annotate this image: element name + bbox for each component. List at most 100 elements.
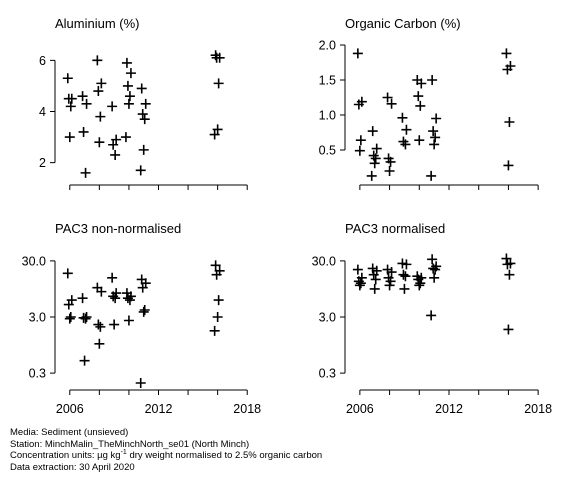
data-point <box>62 73 73 84</box>
data-point <box>123 315 134 326</box>
data-point <box>415 100 426 111</box>
data-point <box>210 260 221 271</box>
y-tick-label: 3.0 <box>319 311 336 325</box>
data-point <box>137 109 148 120</box>
data-point <box>426 170 437 181</box>
x-tick-label: 2018 <box>233 402 261 416</box>
data-point <box>427 254 438 265</box>
data-point <box>140 98 151 109</box>
data-point <box>65 101 76 112</box>
data-point <box>95 111 106 122</box>
data-point <box>78 312 89 323</box>
data-point <box>64 313 75 324</box>
y-tick-label: 30.0 <box>312 254 336 268</box>
x-tick-label: 2012 <box>145 402 173 416</box>
data-point <box>123 98 134 109</box>
data-point <box>399 283 410 294</box>
data-point <box>384 280 395 291</box>
data-point <box>385 156 396 167</box>
data-point <box>430 132 441 143</box>
data-point <box>92 55 103 66</box>
data-point <box>209 129 220 140</box>
data-point <box>386 98 397 109</box>
data-point <box>125 68 136 79</box>
data-point <box>504 269 515 280</box>
data-point <box>109 319 120 330</box>
data-point <box>354 145 365 156</box>
data-point <box>386 267 397 278</box>
data-point <box>431 113 442 124</box>
footer-units-sup: -1 <box>120 448 127 456</box>
data-point <box>355 278 366 289</box>
panel-title: PAC3 normalised <box>345 221 445 236</box>
panel-pac3-non-normalised: PAC3 non-normalised 0.3 3.0 30.0 2006 2012 201… <box>22 221 262 416</box>
data-point <box>503 160 514 171</box>
data-point <box>384 166 395 176</box>
data-point <box>428 263 439 274</box>
data-point <box>63 299 74 310</box>
data-point <box>503 324 514 335</box>
data-point <box>401 259 412 270</box>
footer-extraction: Data extraction: 30 April 2020 <box>10 461 135 473</box>
panel-title: PAC3 non-normalised <box>55 221 181 236</box>
data-point <box>211 269 222 280</box>
data-point <box>370 153 381 164</box>
data-point <box>427 75 438 85</box>
data-point <box>430 264 441 275</box>
data-point <box>213 295 224 306</box>
data-point <box>415 278 426 289</box>
y-tick-label: 1.5 <box>319 74 336 88</box>
data-point <box>369 158 380 169</box>
footer-units-prefix: Concentration units: µg kg <box>10 450 121 461</box>
data-point <box>80 167 91 178</box>
data-point <box>369 283 380 294</box>
data-point <box>501 48 512 59</box>
panel-pac3-normalised: PAC3 normalised 0.3 3.0 30.0 2006 2012 2018 <box>312 221 552 416</box>
panel-title: Organic Carbon (%) <box>345 16 461 31</box>
data-point <box>135 165 146 176</box>
panel-aluminium: Aluminium (%) 2 4 6 <box>39 16 248 190</box>
data-point <box>355 135 366 146</box>
data-point <box>96 286 107 297</box>
data-point <box>77 91 88 102</box>
data-point <box>400 271 411 282</box>
data-point <box>138 306 149 317</box>
data-point <box>81 98 92 109</box>
data-point <box>124 91 135 102</box>
data-point <box>414 280 425 291</box>
data-point <box>212 124 223 135</box>
x-tick-label: 2012 <box>435 402 463 416</box>
data-point <box>502 259 513 270</box>
data-point <box>107 272 118 283</box>
data-point <box>110 149 121 160</box>
data-point <box>62 268 73 279</box>
data-point <box>95 321 106 332</box>
y-tick-label: 0.3 <box>29 367 46 381</box>
data-point <box>121 57 132 68</box>
y-tick-label: 0.5 <box>319 144 336 158</box>
x-tick-label: 2006 <box>346 402 374 416</box>
data-point <box>413 91 424 102</box>
data-point <box>428 126 439 137</box>
data-point <box>136 83 147 94</box>
y-tick-label: 2.0 <box>319 39 336 53</box>
data-point <box>212 312 223 322</box>
data-point <box>93 86 104 97</box>
data-point <box>108 139 119 150</box>
data-point <box>135 378 146 388</box>
data-point <box>94 338 105 349</box>
data-point <box>139 304 150 315</box>
data-point <box>77 293 88 304</box>
data-point <box>213 78 224 89</box>
data-point <box>96 78 107 89</box>
footer-notes: Media: Sediment (unsieved) Station: Minc… <box>10 427 322 473</box>
data-point <box>78 126 89 137</box>
data-point <box>414 135 425 146</box>
data-point <box>138 144 149 155</box>
footer-units: Concentration units: µg kg-1 dry weight … <box>10 448 322 462</box>
data-point <box>353 99 364 110</box>
x-tick-label: 2006 <box>56 402 84 416</box>
data-point <box>65 312 76 322</box>
y-tick-label: 0.3 <box>319 367 336 381</box>
